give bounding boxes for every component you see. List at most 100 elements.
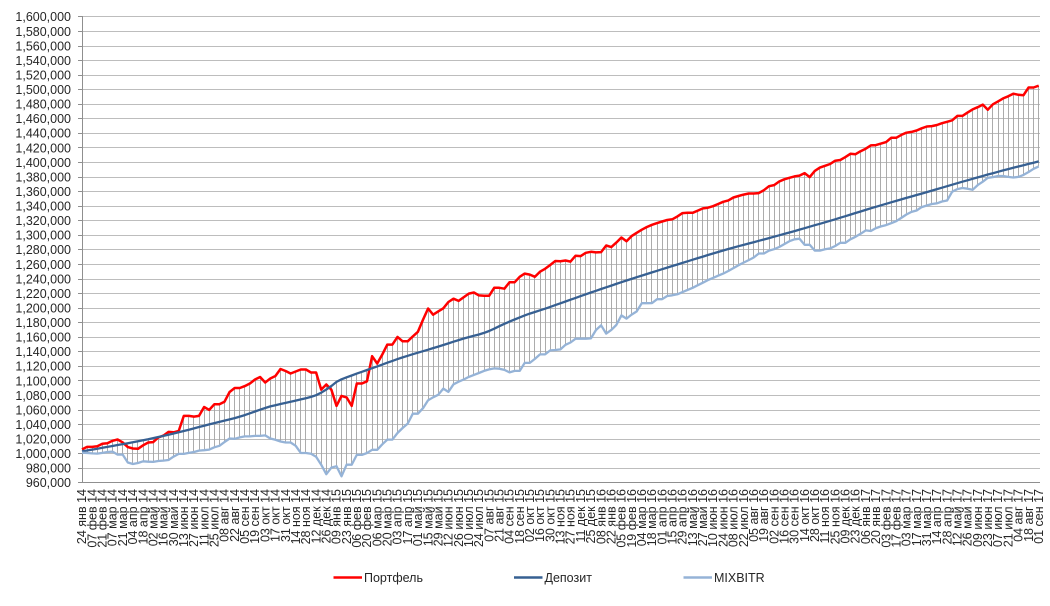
svg-text:29 май 15: 29 май 15 — [431, 489, 445, 546]
svg-text:03 апр 15: 03 апр 15 — [391, 489, 405, 544]
svg-text:1,340,000: 1,340,000 — [15, 200, 71, 214]
svg-text:02 май 14: 02 май 14 — [146, 489, 160, 546]
svg-text:30 май 14: 30 май 14 — [167, 489, 181, 546]
svg-text:23 янв 15: 23 янв 15 — [340, 489, 354, 544]
svg-text:17 мар 17: 17 мар 17 — [910, 489, 924, 546]
svg-text:15 май 15: 15 май 15 — [421, 489, 435, 546]
svg-text:02 сен 16: 02 сен 16 — [767, 489, 781, 544]
svg-text:06 мар 15: 06 мар 15 — [370, 489, 384, 546]
svg-text:19 авг 16: 19 авг 16 — [757, 489, 771, 542]
svg-text:1,160,000: 1,160,000 — [15, 331, 71, 345]
svg-text:07 июл 17: 07 июл 17 — [991, 489, 1005, 547]
svg-text:1,040,000: 1,040,000 — [15, 418, 71, 432]
svg-text:09 янв 15: 09 янв 15 — [330, 489, 344, 544]
svg-text:1,600,000: 1,600,000 — [15, 10, 71, 24]
svg-text:14 окт 16: 14 окт 16 — [798, 489, 812, 542]
svg-text:10 июн 16: 10 июн 16 — [706, 489, 720, 547]
svg-text:13 ноя 15: 13 ноя 15 — [554, 489, 568, 544]
svg-text:29 апр 16: 29 апр 16 — [676, 489, 690, 544]
svg-text:24 июл 15: 24 июл 15 — [472, 489, 486, 547]
svg-text:21 июл 17: 21 июл 17 — [1001, 489, 1015, 547]
svg-text:01 сен 17: 01 сен 17 — [1032, 489, 1046, 544]
svg-text:1,240,000: 1,240,000 — [15, 272, 71, 286]
svg-text:07 фев 14: 07 фев 14 — [85, 489, 99, 548]
svg-text:27 май 16: 27 май 16 — [696, 489, 710, 546]
svg-text:1,560,000: 1,560,000 — [15, 39, 71, 53]
svg-text:02 окт 15: 02 окт 15 — [523, 489, 537, 542]
svg-text:1,360,000: 1,360,000 — [15, 185, 71, 199]
svg-text:1,060,000: 1,060,000 — [15, 403, 71, 417]
svg-text:13 май 16: 13 май 16 — [686, 489, 700, 546]
svg-text:23 дек 16: 23 дек 16 — [849, 489, 863, 544]
svg-text:1,020,000: 1,020,000 — [15, 433, 71, 447]
svg-text:22 июл 16: 22 июл 16 — [737, 489, 751, 547]
svg-text:12 июн 15: 12 июн 15 — [442, 489, 456, 547]
svg-text:24 июн 16: 24 июн 16 — [716, 489, 730, 547]
svg-text:23 июн 17: 23 июн 17 — [981, 489, 995, 547]
svg-text:1,220,000: 1,220,000 — [15, 287, 71, 301]
svg-text:16 май 14: 16 май 14 — [157, 489, 171, 546]
svg-text:1,300,000: 1,300,000 — [15, 229, 71, 243]
svg-text:01 май 15: 01 май 15 — [411, 489, 425, 546]
svg-text:1,180,000: 1,180,000 — [15, 316, 71, 330]
svg-text:25 ноя 16: 25 ноя 16 — [828, 489, 842, 544]
svg-text:31 окт 14: 31 окт 14 — [279, 489, 293, 542]
svg-text:03 фев 17: 03 фев 17 — [879, 489, 893, 548]
svg-text:20 мар 15: 20 мар 15 — [381, 489, 395, 546]
svg-text:16 сен 16: 16 сен 16 — [778, 489, 792, 544]
svg-text:26 дек 14: 26 дек 14 — [320, 489, 334, 544]
svg-text:24 янв 14: 24 янв 14 — [75, 489, 89, 544]
svg-text:1,460,000: 1,460,000 — [15, 112, 71, 126]
svg-text:17 окт 14: 17 окт 14 — [269, 489, 283, 542]
svg-text:05 сен 14: 05 сен 14 — [238, 489, 252, 544]
svg-text:18 апр 14: 18 апр 14 — [136, 489, 150, 544]
svg-text:26 май 17: 26 май 17 — [961, 489, 975, 546]
svg-text:20 янв 17: 20 янв 17 — [869, 489, 883, 544]
svg-text:1,120,000: 1,120,000 — [15, 360, 71, 374]
svg-text:MIXBITR: MIXBITR — [714, 571, 765, 585]
svg-text:07 авг 15: 07 авг 15 — [482, 489, 496, 542]
svg-text:22 авг 14: 22 авг 14 — [228, 489, 242, 542]
svg-text:18 сен 15: 18 сен 15 — [513, 489, 527, 544]
svg-text:07 мар 14: 07 мар 14 — [106, 489, 120, 546]
svg-text:1,480,000: 1,480,000 — [15, 98, 71, 112]
svg-text:04 апр 14: 04 апр 14 — [126, 489, 140, 544]
svg-text:14 апр 17: 14 апр 17 — [930, 489, 944, 544]
svg-text:1,280,000: 1,280,000 — [15, 243, 71, 257]
svg-text:21 фев 14: 21 фев 14 — [96, 489, 110, 548]
svg-text:05 фев 16: 05 фев 16 — [615, 489, 629, 548]
svg-text:18 авг 17: 18 авг 17 — [1022, 489, 1036, 542]
svg-text:1,320,000: 1,320,000 — [15, 214, 71, 228]
svg-text:04 авг 17: 04 авг 17 — [1012, 489, 1026, 542]
svg-text:20 фев 15: 20 фев 15 — [360, 489, 374, 548]
svg-text:25 дек 15: 25 дек 15 — [584, 489, 598, 544]
svg-text:1,520,000: 1,520,000 — [15, 69, 71, 83]
svg-text:15 апр 16: 15 апр 16 — [666, 489, 680, 544]
svg-text:09 июн 17: 09 июн 17 — [971, 489, 985, 547]
svg-text:Депозит: Депозит — [545, 571, 593, 585]
svg-text:06 янв 17: 06 янв 17 — [859, 489, 873, 544]
svg-text:1,500,000: 1,500,000 — [15, 83, 71, 97]
svg-text:30 окт 15: 30 окт 15 — [543, 489, 557, 542]
svg-text:13 июн 14: 13 июн 14 — [177, 489, 191, 547]
svg-text:960,000: 960,000 — [26, 476, 71, 490]
svg-text:06 фев 15: 06 фев 15 — [350, 489, 364, 548]
svg-text:1,540,000: 1,540,000 — [15, 54, 71, 68]
svg-text:11 дек 15: 11 дек 15 — [574, 489, 588, 543]
svg-text:1,380,000: 1,380,000 — [15, 170, 71, 184]
svg-text:28 окт 16: 28 окт 16 — [808, 489, 822, 542]
svg-text:03 мар 17: 03 мар 17 — [900, 489, 914, 546]
svg-text:25 июл 14: 25 июл 14 — [208, 489, 222, 547]
svg-text:17 фев 17: 17 фев 17 — [889, 489, 903, 548]
svg-text:26 июн 15: 26 июн 15 — [452, 489, 466, 547]
svg-text:03 окт 14: 03 окт 14 — [258, 489, 272, 542]
svg-text:04 сен 15: 04 сен 15 — [503, 489, 517, 544]
svg-text:22 янв 16: 22 янв 16 — [605, 489, 619, 544]
svg-text:21 мар 14: 21 мар 14 — [116, 489, 130, 546]
svg-text:08 авг 14: 08 авг 14 — [218, 489, 232, 542]
svg-text:10 июл 15: 10 июл 15 — [462, 489, 476, 547]
svg-text:21 авг 15: 21 авг 15 — [493, 489, 507, 542]
svg-text:18 мар 16: 18 мар 16 — [645, 489, 659, 546]
svg-text:14 ноя 14: 14 ноя 14 — [289, 489, 303, 544]
svg-text:1,140,000: 1,140,000 — [15, 345, 71, 359]
